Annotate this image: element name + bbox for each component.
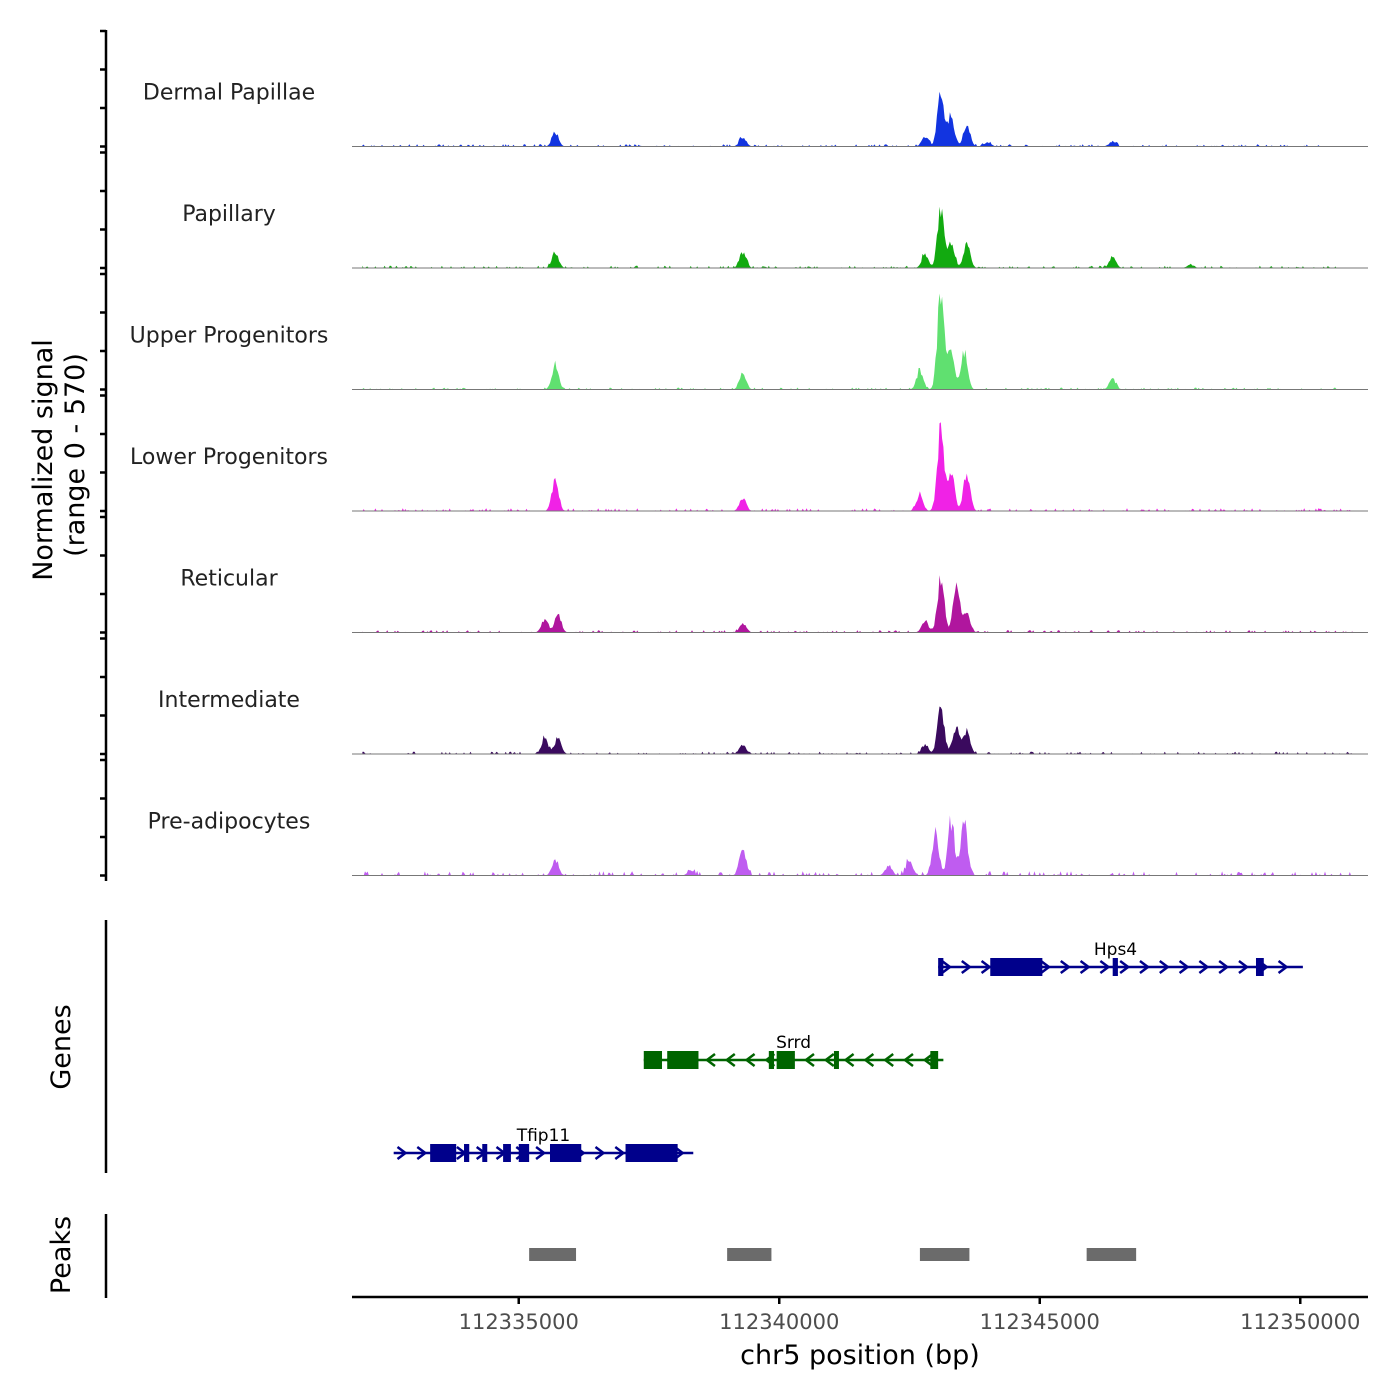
strand-arrow (1060, 960, 1071, 974)
track-label: Intermediate (158, 688, 300, 713)
strand-arrow (1099, 960, 1111, 974)
track-label: Reticular (180, 567, 278, 592)
track-dermal-papillae: Dermal Papillae (143, 81, 1368, 147)
gene-exon (1255, 958, 1264, 976)
strand-arrow (704, 1053, 716, 1067)
x-axis-ticks: 112335000 112340000 112345000 112350000 (459, 1297, 1360, 1334)
gene-exon (930, 1051, 939, 1069)
track-label: Upper Progenitors (130, 324, 329, 349)
strand-arrow (1277, 960, 1289, 974)
strand-arrow (902, 1053, 914, 1067)
track-label: Papillary (182, 202, 276, 227)
strand-arrow (396, 1146, 408, 1160)
x-tick-label: 112340000 (719, 1310, 839, 1334)
strand-arrow (1198, 960, 1210, 974)
x-tick-label: 112335000 (459, 1310, 579, 1334)
gene-exon (518, 1144, 530, 1162)
track-label: Dermal Papillae (143, 81, 315, 106)
track-label: Lower Progenitors (130, 445, 328, 470)
coverage-area (362, 422, 1353, 511)
gene-exon (464, 1144, 470, 1162)
strand-arrow (843, 1053, 855, 1067)
gene-annotations: Hps4 Srrd Tfip11 (393, 940, 1303, 1162)
gene-exon (625, 1144, 678, 1162)
strand-arrow (1218, 960, 1230, 974)
x-tick-label: 112345000 (980, 1310, 1100, 1334)
gene-label: Tfip11 (516, 1126, 571, 1146)
gene-exon (549, 1144, 582, 1162)
strand-arrow (1040, 960, 1052, 974)
coverage-area (362, 575, 1353, 633)
gene-exon (503, 1144, 511, 1162)
gene-label: Hps4 (1094, 940, 1137, 960)
genes-track-label: Genes (46, 1004, 77, 1089)
peak-regions (529, 1248, 1137, 1261)
gene-exon (938, 958, 944, 976)
strand-arrow (1238, 960, 1250, 974)
gene-exon (768, 1051, 775, 1069)
gene-exon (833, 1051, 839, 1069)
gene-exon (643, 1051, 663, 1069)
peak-region (1086, 1248, 1137, 1261)
strand-arrow (535, 1146, 547, 1160)
gene-exon (776, 1051, 795, 1069)
strand-arrow (823, 1053, 835, 1067)
track-intermediate: Intermediate (158, 688, 1368, 755)
signal-axis-ticks (100, 29, 106, 877)
strand-arrow (941, 960, 953, 974)
coverage-tracks: Dermal Papillae Papillary Upper Progenitor… (130, 81, 1368, 876)
peak-region (919, 1248, 970, 1261)
strand-arrow (1139, 960, 1151, 974)
track-reticular: Reticular (180, 567, 1368, 633)
strand-arrow (594, 1146, 606, 1160)
coverage-area (362, 293, 1353, 390)
gene-exon (482, 1144, 488, 1162)
track-upper-progenitors: Upper Progenitors (130, 293, 1368, 390)
strand-arrow (1159, 960, 1170, 974)
coverage-area (362, 706, 1353, 754)
peaks-track-label: Peaks (46, 1216, 77, 1294)
strand-arrow (1119, 960, 1131, 974)
coverage-area (362, 91, 1353, 147)
gene-exon (667, 1051, 699, 1069)
signal-axis-range: (range 0 - 570) (60, 353, 91, 557)
strand-arrow (883, 1053, 894, 1067)
strand-arrow (980, 960, 992, 974)
strand-arrow (1178, 960, 1190, 974)
gene-srrd: Srrd (643, 1033, 944, 1069)
peak-region (529, 1248, 577, 1261)
strand-arrow (1079, 960, 1091, 974)
strand-arrow (803, 1053, 815, 1067)
coverage-area (362, 206, 1353, 268)
strand-arrow (724, 1053, 736, 1067)
gene-label: Srrd (776, 1033, 811, 1053)
gene-exon (1112, 958, 1118, 976)
strand-arrow (922, 1053, 934, 1067)
gene-exon (990, 958, 1043, 976)
track-lower-progenitors: Lower Progenitors (130, 422, 1368, 512)
track-label: Pre-adipocytes (148, 810, 311, 835)
strand-arrow (961, 960, 972, 974)
gene-tfip11: Tfip11 (393, 1126, 694, 1162)
track-papillary: Papillary (182, 202, 1368, 269)
strand-arrow (614, 1146, 626, 1160)
x-tick-label: 112350000 (1240, 1310, 1360, 1334)
gene-exon (430, 1144, 457, 1162)
track-pre-adipocytes: Pre-adipocytes (148, 810, 1368, 876)
coverage-area (362, 815, 1353, 876)
gene-hps4: Hps4 (938, 940, 1303, 976)
peak-region (727, 1248, 772, 1261)
x-axis-title: chr5 position (bp) (740, 1340, 980, 1371)
signal-axis-title: Normalized signal (28, 339, 59, 581)
strand-arrow (863, 1053, 875, 1067)
strand-arrow (744, 1053, 756, 1067)
strand-arrow (416, 1146, 428, 1160)
